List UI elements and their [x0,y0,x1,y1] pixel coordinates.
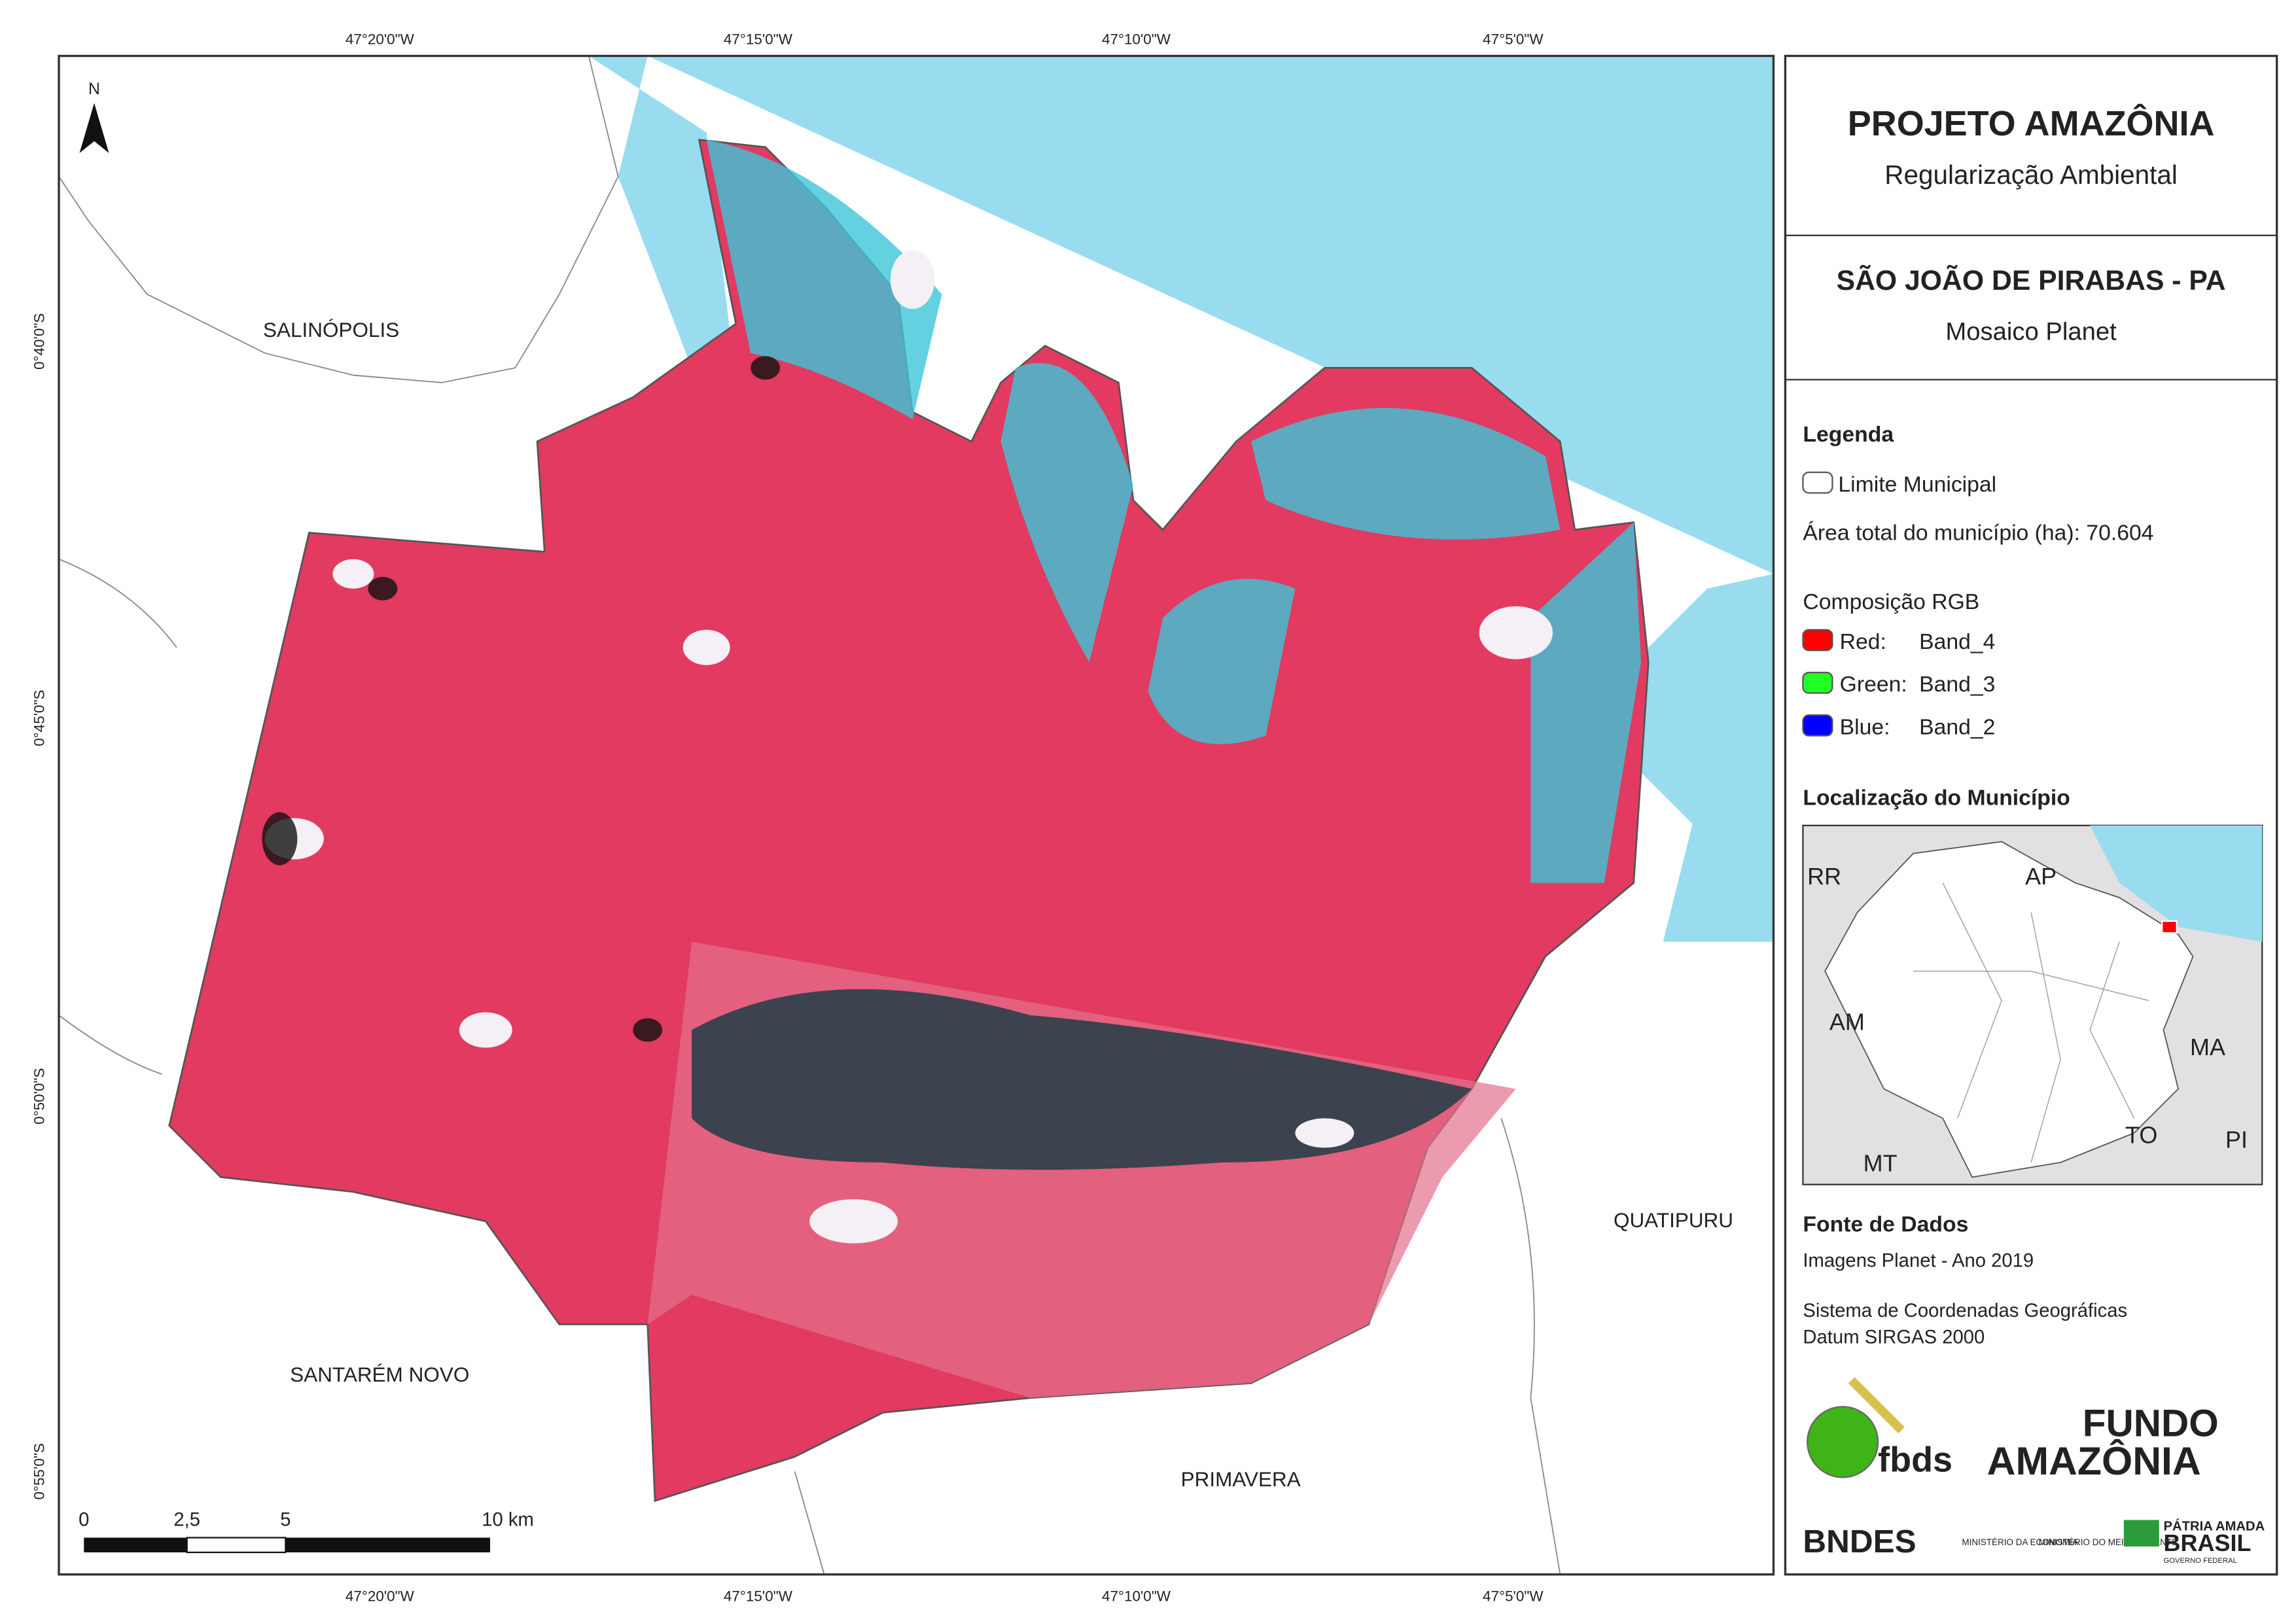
legend-swatch [1802,714,1833,737]
place-label: QUATIPURU [1614,1208,1733,1232]
legend-item: Limite Municipal [1838,472,1996,497]
patch [262,812,298,865]
cloud [1479,606,1553,659]
map-title: SÃO JOÃO DE PIRABAS - PA [1837,265,2226,296]
lon-label: 47°10'0"W [1102,1588,1171,1604]
scale-bar: 0 2,5 5 10 km [79,1510,534,1554]
cloud [459,1012,512,1048]
fbds-text: fbds [1878,1440,1952,1479]
ministry-text: MINISTÉRIO DA ECONOMIA [1962,1537,2078,1547]
place-label: PRIMAVERA [1181,1467,1301,1491]
patch [751,356,781,380]
title: PROJETO AMAZÔNIA [1848,103,2215,143]
bndes-text: BNDES [1803,1524,1916,1560]
fundo-text: FUNDO [2083,1402,2219,1444]
governo-text: GOVERNO FEDERAL [2164,1557,2237,1565]
inset-label: MA [2190,1034,2225,1060]
scale-label: 2,5 [173,1510,200,1531]
place-label: SALINÓPOLIS [263,318,399,341]
source-text: Datum SIRGAS 2000 [1803,1327,1985,1348]
brasil-text: BRASIL [2164,1529,2252,1556]
band-value: Band_3 [1919,672,1995,697]
legend-title: Legenda [1803,422,1894,447]
lon-label: 47°15'0"W [724,31,793,47]
cloud [890,250,935,309]
map-frame [58,54,1775,1576]
patria-text: PÁTRIA AMADA [2164,1518,2265,1533]
legend-item: Área total do município (ha): 70.604 [1803,521,2153,546]
lon-label: 47°10'0"W [1102,31,1171,47]
inset-labels: RR AP AM MA TO PI MT [1807,863,2248,1177]
cloud [809,1199,898,1244]
band-value: Band_4 [1919,629,1995,654]
legend-swatch [1802,629,1833,652]
fbds-logo [1807,1406,1879,1478]
mangrove-water [706,139,1642,883]
lon-label: 47°20'0"W [345,31,415,47]
graticule-labels: 47°20'0"W 47°15'0"W 47°10'0"W 47°5'0"W 4… [31,31,1544,1604]
legend-swatch [1802,471,1833,494]
side-panel: PROJETO AMAZÔNIA Regularização Ambiental… [1784,54,2278,1576]
scale-segment [285,1537,491,1553]
lon-label: 47°5'0"W [1483,31,1544,47]
cloud-shadow [692,989,1472,1170]
amazonia-text: AMAZÔNIA [1987,1439,2201,1483]
inset-label: TO [2125,1122,2157,1149]
lat-label: 0°45'0"S [31,690,48,746]
fbds-mark [1848,1377,1905,1434]
inset-municipalities [1913,882,2149,1163]
cloud [682,629,730,665]
scale-segment [186,1537,287,1554]
legend-item: Composição RGB [1803,589,1979,614]
map-area [58,55,1774,1575]
lon-label: 47°15'0"W [724,1588,793,1604]
band-name: Blue: [1840,714,1890,739]
inset-label: AP [2025,863,2057,890]
scale-label: 10 km [482,1510,534,1531]
cloud [332,559,374,589]
subtitle: Regularização Ambiental [1884,160,2178,190]
inset-state [1824,841,2194,1178]
scale-label: 0 [79,1510,89,1531]
north-label: N [88,80,100,98]
inset-ocean [2090,825,2263,942]
location-title: Localização do Município [1803,785,2070,810]
band-value: Band_2 [1919,714,1995,739]
flag-logo [2123,1520,2159,1547]
source-text: Sistema de Coordenadas Geográficas [1803,1300,2127,1321]
lat-label: 0°40'0"S [31,313,48,370]
scale-segment [84,1537,187,1553]
panel-frame [1784,54,2278,1576]
lat-label: 0°55'0"S [31,1443,48,1499]
patch [368,576,398,601]
boundaries [58,558,1561,1575]
ocean [588,56,1774,942]
source-text: Imagens Planet - Ano 2019 [1803,1251,2034,1272]
band-name: Green: [1840,672,1907,697]
legend-swatch [1802,671,1833,694]
lon-label: 47°20'0"W [345,1588,415,1604]
inset-label: MT [1863,1149,1898,1176]
lat-label: 0°50'0"S [31,1068,48,1125]
scale-label: 5 [280,1510,291,1531]
cloud [1295,1118,1354,1148]
inset-label: RR [1807,863,1841,890]
inset-highlight [2161,920,2178,934]
place-label: SANTARÉM NOVO [290,1363,469,1386]
band-name: Red: [1840,629,1886,654]
inset-label: AM [1829,1009,1865,1036]
map-subtitle: Mosaico Planet [1945,318,2117,346]
patch [633,1018,663,1042]
lon-label: 47°5'0"W [1483,1588,1544,1604]
north-arrow [79,103,109,153]
coast [58,55,619,383]
inset-label: PI [2225,1126,2248,1153]
dark-patches [262,356,781,1042]
sources-title: Fonte de Dados [1803,1212,1968,1237]
